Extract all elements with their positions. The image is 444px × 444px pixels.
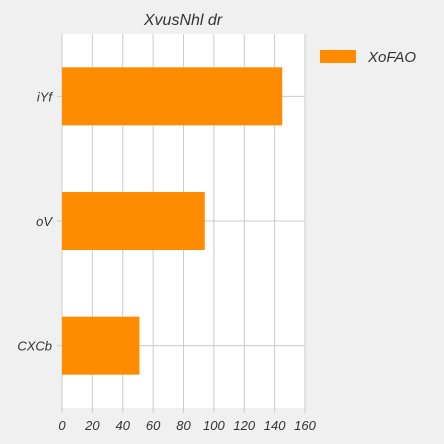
x-tick-label: 80 (176, 418, 191, 433)
x-tick-label: 0 (58, 418, 66, 433)
bar (62, 192, 205, 250)
x-tick-label: 100 (203, 418, 225, 433)
category-labels: iYf oV CXCb (17, 89, 53, 353)
x-tick-label: 120 (233, 418, 255, 433)
legend-label: XoFAO (367, 49, 416, 66)
category-label: CXCb (17, 339, 52, 354)
bar (62, 316, 140, 375)
category-label: iYf (37, 89, 54, 104)
category-label: oV (36, 214, 53, 229)
bars (62, 67, 283, 375)
legend: XoFAO (320, 49, 416, 66)
x-tick-label: 140 (264, 418, 286, 433)
x-tick-label: 160 (294, 418, 316, 433)
x-tick-label: 40 (116, 418, 131, 433)
x-axis-ticks: 0 20 40 60 80 100 120 140 160 (58, 408, 317, 433)
x-tick-label: 60 (146, 418, 161, 433)
bar (62, 67, 283, 126)
legend-swatch (320, 50, 356, 63)
x-tick-label: 20 (84, 418, 100, 433)
chart-title: XvusNhl dr (143, 12, 223, 29)
